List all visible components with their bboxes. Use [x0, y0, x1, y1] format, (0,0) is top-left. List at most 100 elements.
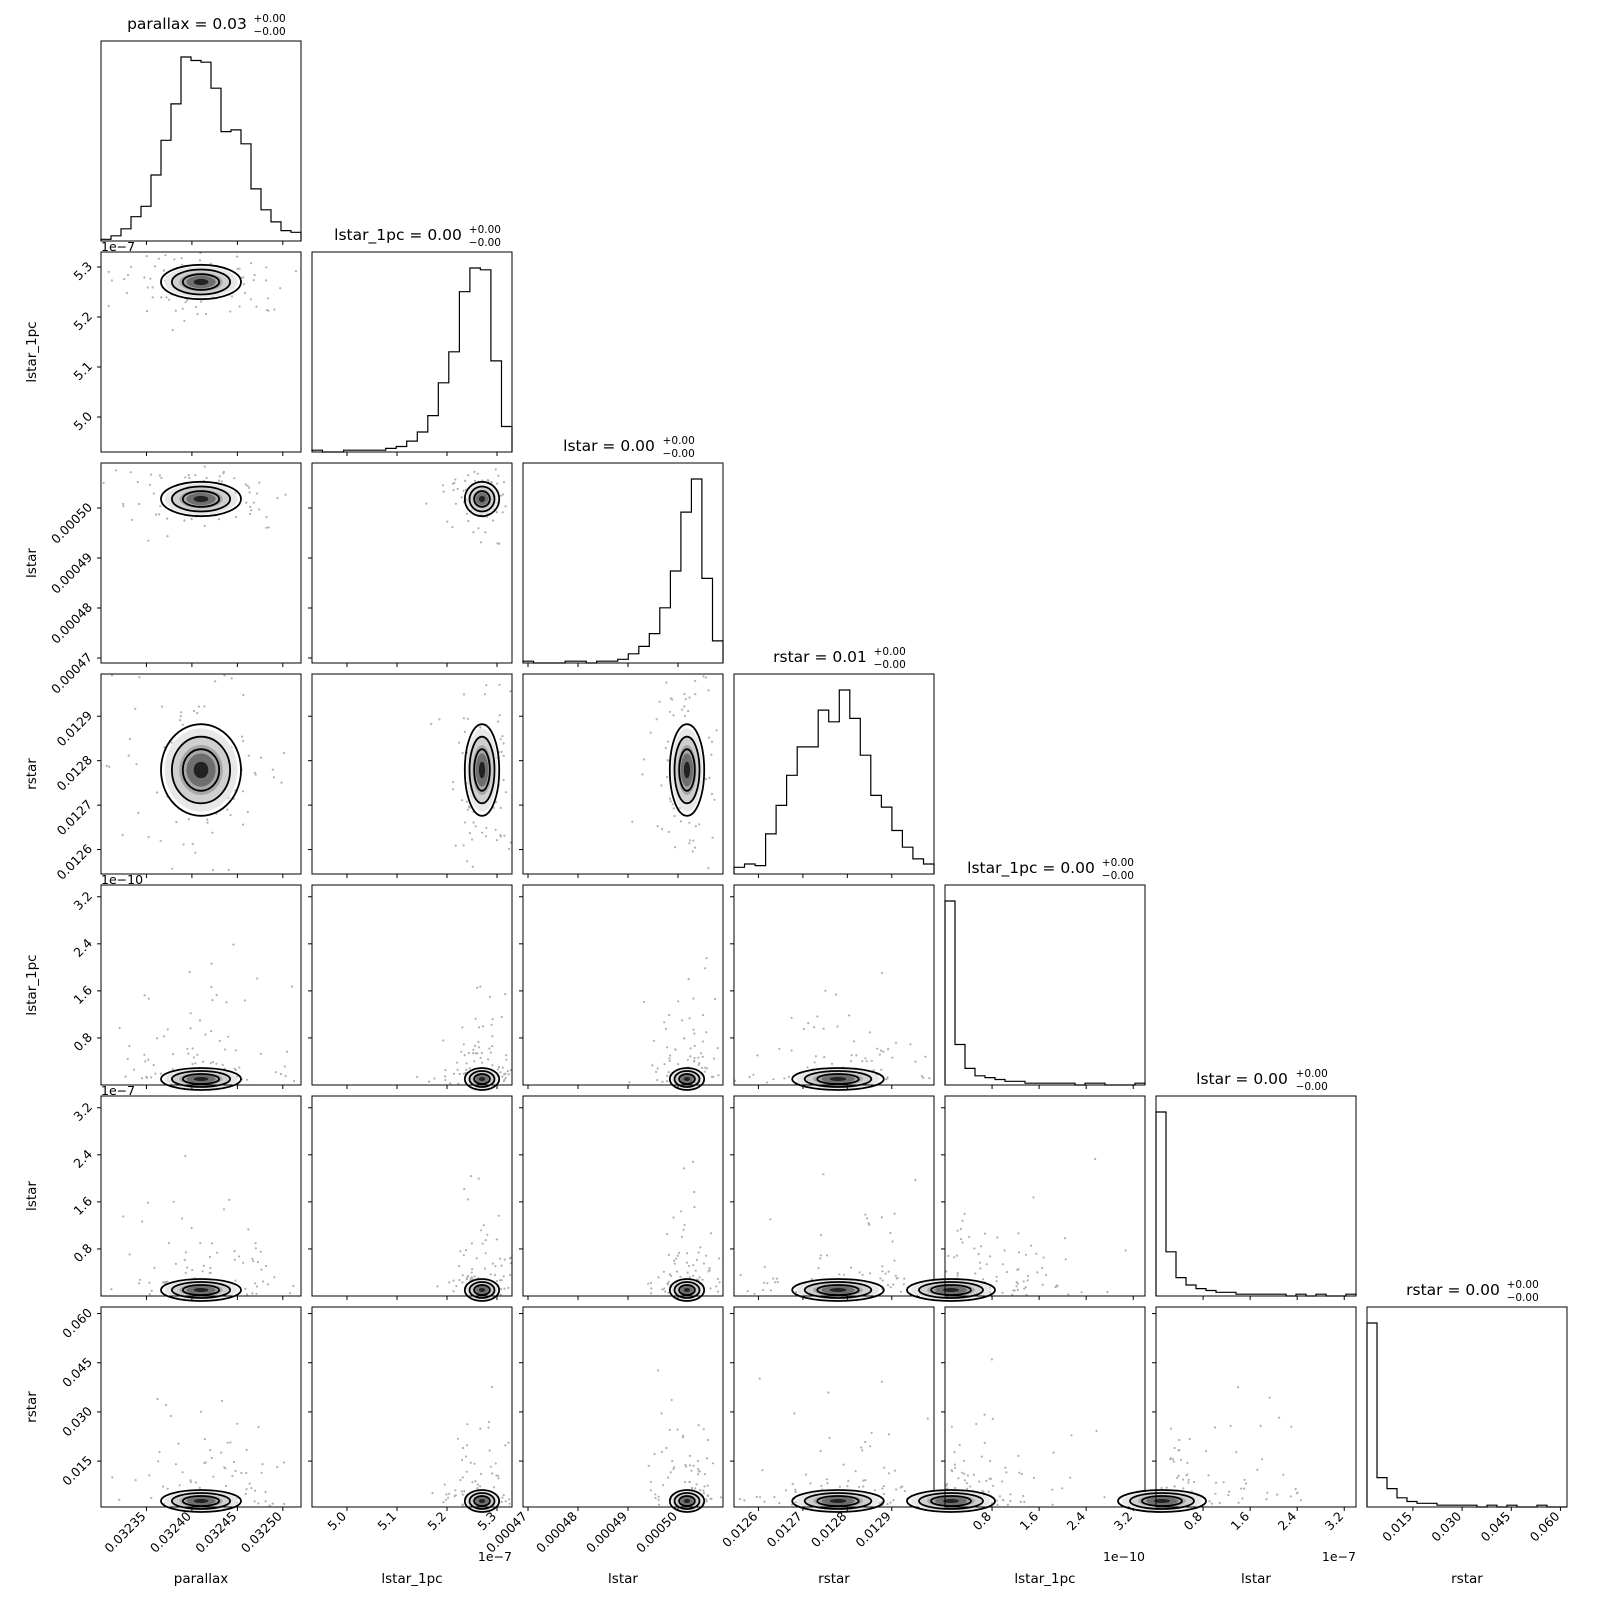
sample-point: [134, 707, 137, 710]
panel-4-4: lstar_1pc = 0.00 +0.00−0.00: [944, 857, 1146, 1089]
sample-point: [476, 472, 479, 475]
sample-point: [673, 814, 676, 818]
sample-point: [227, 868, 230, 872]
panel-frame: [100, 884, 302, 1086]
sample-point: [138, 676, 141, 679]
panel-frame: [733, 1306, 935, 1508]
sample-point: [671, 698, 674, 701]
sample-point: [855, 1054, 858, 1057]
sample-point: [668, 1273, 671, 1276]
sample-point: [1001, 1263, 1004, 1266]
sample-point: [441, 484, 444, 487]
panel-frame: [733, 673, 935, 875]
sample-point: [463, 1054, 466, 1057]
panel-6-4: 0.8 1.6 2.4 3.2: [906, 1306, 1146, 1533]
sample-point: [810, 1278, 813, 1281]
contour-line: [473, 1073, 491, 1085]
sample-point: [681, 708, 684, 711]
sample-point: [693, 1044, 696, 1047]
sample-point: [985, 1479, 988, 1482]
sample-point: [210, 1456, 213, 1460]
sample-point: [886, 1284, 890, 1287]
density-level: [193, 1288, 209, 1292]
sample-point: [1210, 1502, 1213, 1505]
sample-point: [667, 1253, 671, 1256]
sample-point: [683, 1167, 686, 1170]
sample-point: [187, 1052, 190, 1055]
sample-point: [694, 679, 697, 683]
sample-point: [461, 1504, 464, 1507]
sample-point: [502, 481, 506, 484]
sample-point: [249, 298, 252, 301]
y-tick-label: 0.8: [70, 1029, 95, 1054]
title-lower-error: −0.00: [874, 659, 906, 671]
sample-point: [276, 1466, 279, 1469]
sample-point: [714, 997, 717, 1001]
sample-point: [665, 776, 669, 779]
sample-point: [465, 1470, 468, 1473]
sample-point: [242, 1261, 245, 1264]
sample-point: [675, 1257, 678, 1260]
sample-point: [136, 480, 139, 484]
sample-point: [198, 1019, 202, 1022]
sample-point: [489, 1273, 492, 1276]
density-level: [193, 278, 209, 286]
sample-point: [226, 1441, 229, 1444]
sample-point: [1222, 1481, 1225, 1484]
sample-point: [702, 1492, 706, 1495]
sample-point: [248, 491, 251, 494]
sample-point: [649, 1480, 652, 1483]
sample-point: [980, 1245, 983, 1248]
sample-point: [647, 1282, 650, 1285]
sample-point: [776, 1280, 779, 1284]
sample-point: [692, 1264, 695, 1267]
sample-point: [979, 1267, 982, 1270]
sample-point: [687, 978, 690, 981]
sample-point: [657, 1276, 660, 1279]
sample-point: [778, 1047, 781, 1050]
sample-point: [209, 1266, 212, 1270]
panel-4-0: 0.8 1.6 2.4 3.2: [70, 884, 302, 1091]
sample-point: [285, 1050, 289, 1053]
sample-point: [206, 821, 209, 824]
panel-title: parallax = 0.03: [127, 15, 247, 33]
sample-point: [694, 846, 697, 849]
sample-point: [852, 1040, 856, 1043]
contour-line: [673, 1281, 701, 1299]
sample-point: [784, 1489, 788, 1492]
sample-point: [827, 1391, 830, 1394]
sample-point: [868, 1272, 872, 1275]
sample-point: [849, 1266, 853, 1269]
x-tick-label: 1.6: [1017, 1508, 1042, 1533]
panel-frame: [944, 884, 1146, 1086]
sample-point: [162, 1485, 165, 1488]
sample-point: [861, 1060, 864, 1063]
sample-point: [688, 1454, 691, 1457]
sample-point: [463, 1188, 466, 1191]
sample-point: [466, 512, 469, 515]
sample-point: [695, 1483, 698, 1486]
sample-point: [836, 1025, 839, 1028]
sample-point: [479, 985, 482, 988]
sample-point: [464, 821, 467, 824]
sample-point: [982, 1490, 985, 1493]
sample-point: [881, 1265, 884, 1268]
contour-line: [160, 480, 242, 518]
sample-point: [220, 1451, 223, 1454]
sample-point: [471, 1481, 474, 1484]
sample-point: [954, 1466, 957, 1469]
sample-point: [458, 1264, 461, 1268]
sample-point: [497, 1477, 500, 1480]
sample-point: [955, 1254, 959, 1257]
sample-point: [988, 1255, 992, 1258]
sample-point: [179, 715, 182, 718]
sample-point: [197, 705, 200, 708]
x-tick-label: 0.0127: [763, 1509, 805, 1551]
sample-point: [130, 265, 133, 268]
sample-point: [498, 542, 501, 545]
sample-point: [872, 1069, 875, 1072]
sample-point: [687, 1264, 691, 1268]
sample-point: [259, 1052, 262, 1055]
sample-point: [867, 1222, 870, 1225]
contour-line: [1141, 1495, 1183, 1507]
